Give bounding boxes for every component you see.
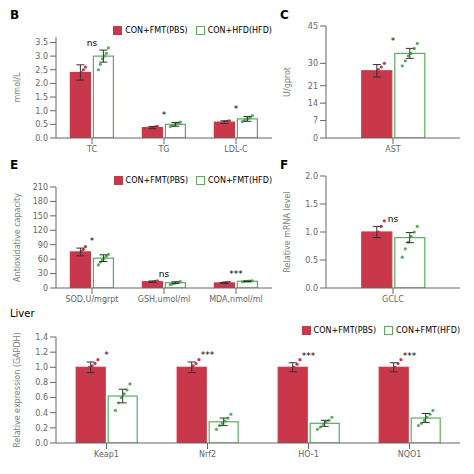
svg-text:***: ***: [229, 269, 243, 279]
svg-text:*: *: [234, 104, 239, 114]
html-text:CON+FMT(PBS): CON+FMT(PBS): [125, 26, 188, 35]
svg-text:1.0: 1.0: [305, 228, 318, 237]
html-text:CON+FMT(HFD): CON+FMT(HFD): [396, 326, 460, 335]
svg-text:7: 7: [313, 116, 318, 125]
svg-text:0: 0: [313, 134, 318, 143]
svg-text:3.0: 3.0: [35, 52, 48, 61]
svg-text:ns: ns: [87, 38, 98, 48]
svg-text:Antioxidative capacity: Antioxidative capacity: [13, 193, 22, 282]
svg-text:MDA,nmol/ml: MDA,nmol/ml: [209, 295, 263, 304]
html-text:Liver: Liver: [10, 308, 35, 319]
svg-text:1.0: 1.0: [35, 107, 48, 116]
html-text:B: B: [10, 8, 20, 22]
svg-text:*: *: [104, 350, 109, 360]
svg-text:***: ***: [403, 351, 417, 361]
svg-text:*: *: [391, 36, 396, 46]
svg-text:45: 45: [308, 22, 318, 31]
svg-text:2.5: 2.5: [35, 66, 48, 75]
svg-text:2.0: 2.0: [305, 172, 318, 181]
svg-text:ns: ns: [159, 269, 170, 279]
html-text:C: C: [280, 8, 289, 22]
svg-text:1.5: 1.5: [35, 93, 48, 102]
svg-text:0.0: 0.0: [305, 284, 318, 293]
svg-text:U/gprot: U/gprot: [283, 67, 292, 97]
svg-text:60: 60: [38, 255, 48, 264]
svg-text:120: 120: [33, 226, 48, 235]
svg-text:ns: ns: [388, 214, 399, 224]
svg-text:GSH,umol/ml: GSH,umol/ml: [138, 295, 191, 304]
svg-text:Relative expression (GAPDH): Relative expression (GAPDH): [13, 332, 22, 447]
svg-text:0.4: 0.4: [35, 409, 48, 418]
svg-text:14: 14: [308, 99, 318, 108]
svg-text:150: 150: [33, 212, 48, 221]
html-text:CON+FMT(HFD): CON+FMT(HFD): [208, 176, 272, 185]
svg-text:mmol/L: mmol/L: [13, 72, 22, 102]
svg-text:0.0: 0.0: [35, 439, 48, 448]
svg-text:0.5: 0.5: [35, 120, 48, 129]
svg-text:2.0: 2.0: [35, 79, 48, 88]
svg-text:3.5: 3.5: [35, 38, 48, 47]
svg-text:NQO1: NQO1: [398, 450, 422, 459]
svg-text:SOD,U/mgrpt: SOD,U/mgrpt: [65, 295, 118, 304]
svg-text:Relative mRNA level: Relative mRNA level: [283, 191, 292, 272]
svg-text:210: 210: [33, 183, 48, 192]
svg-text:0.0: 0.0: [35, 134, 48, 143]
svg-text:AST: AST: [385, 145, 401, 154]
svg-text:30: 30: [38, 269, 48, 278]
html-text:CON+FMT(PBS): CON+FMT(PBS): [125, 176, 188, 185]
svg-text:*: *: [162, 110, 167, 120]
html-text:CON+HFD(HFD): CON+HFD(HFD): [207, 26, 272, 35]
svg-text:***: ***: [302, 351, 316, 361]
svg-text:0.5: 0.5: [305, 256, 318, 265]
svg-text:***: ***: [201, 350, 215, 360]
svg-text:90: 90: [38, 241, 48, 250]
svg-text:Nrf2: Nrf2: [199, 450, 216, 459]
svg-text:0.6: 0.6: [35, 393, 48, 402]
svg-text:0.8: 0.8: [35, 378, 48, 387]
svg-text:HO-1: HO-1: [298, 450, 319, 459]
html-text:F: F: [280, 158, 289, 172]
html-text:CON+FMT(PBS): CON+FMT(PBS): [313, 326, 376, 335]
svg-text:21: 21: [308, 82, 318, 91]
svg-text:LDL-C: LDL-C: [224, 145, 248, 154]
svg-text:1.5: 1.5: [305, 200, 318, 209]
svg-text:1.2: 1.2: [35, 348, 48, 357]
svg-text:Keap1: Keap1: [94, 450, 119, 459]
html-text:E: E: [10, 158, 19, 172]
svg-text:180: 180: [33, 197, 48, 206]
svg-text:1.4: 1.4: [35, 333, 48, 342]
svg-text:1.0: 1.0: [35, 363, 48, 372]
svg-text:0: 0: [43, 284, 48, 293]
svg-text:TC: TC: [86, 145, 97, 154]
svg-text:30: 30: [308, 59, 318, 68]
svg-text:0.2: 0.2: [35, 424, 48, 433]
svg-text:*: *: [90, 236, 95, 246]
svg-text:TG: TG: [157, 145, 169, 154]
svg-text:GCLC: GCLC: [382, 295, 404, 304]
